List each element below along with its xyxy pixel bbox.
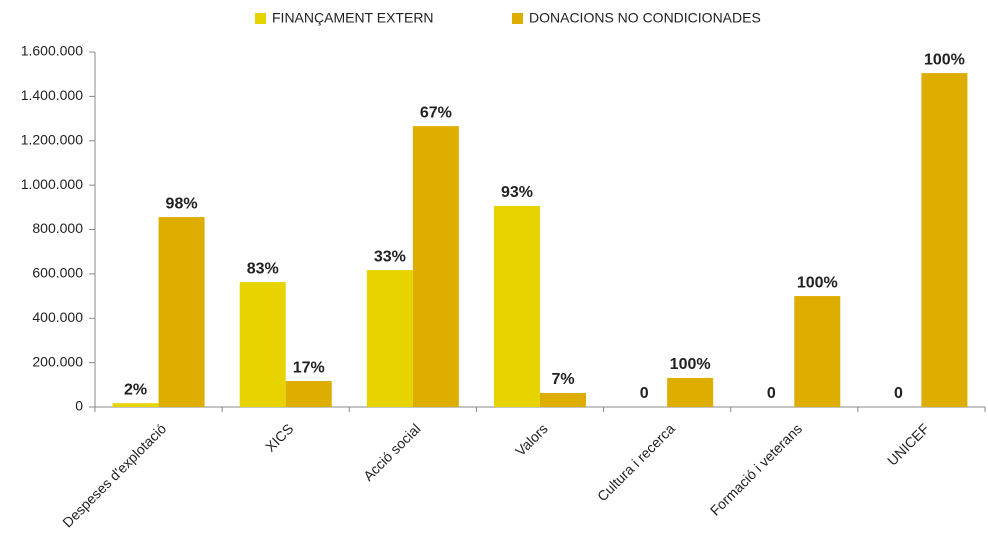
bar: [285, 381, 332, 407]
y-tick-label: 400.000: [32, 309, 83, 325]
x-tick-label: Despeses d'explotació: [59, 420, 169, 530]
bar: [412, 126, 459, 407]
value-label: 0: [767, 385, 776, 402]
bar: [239, 282, 286, 407]
bar: [366, 270, 413, 407]
bar: [158, 217, 205, 407]
value-label: 17%: [293, 359, 325, 376]
value-label: 93%: [501, 184, 533, 201]
legend-label: FINANÇAMENT EXTERN: [272, 10, 434, 26]
y-tick-label: 1.000.000: [21, 176, 83, 192]
bar: [112, 403, 159, 407]
bar: [794, 296, 841, 407]
value-label: 0: [894, 385, 903, 402]
value-label: 83%: [247, 260, 279, 277]
x-tick-label: XICS: [262, 420, 296, 454]
value-label: 7%: [551, 371, 574, 388]
y-tick-label: 200.000: [32, 353, 83, 369]
x-tick-label: Formació i veterans: [707, 420, 805, 518]
y-tick-label: 1.400.000: [21, 87, 83, 103]
value-label: 100%: [924, 51, 965, 68]
value-label: 100%: [797, 274, 838, 291]
value-label: 67%: [420, 104, 452, 121]
value-label: 0: [640, 385, 649, 402]
bar: [921, 73, 968, 407]
value-label: 100%: [670, 356, 711, 373]
legend-swatch: [255, 13, 266, 24]
x-tick-label: Valors: [512, 420, 551, 459]
bar: [540, 393, 586, 407]
bar: [494, 205, 540, 407]
legend-swatch: [512, 13, 523, 24]
bar: [667, 377, 714, 407]
y-tick-label: 600.000: [32, 265, 83, 281]
y-tick-label: 1.600.000: [21, 43, 83, 59]
legend-label: DONACIONS NO CONDICIONADES: [529, 10, 761, 26]
value-label: 2%: [124, 381, 147, 398]
x-tick-label: Acció social: [360, 420, 424, 484]
y-tick-label: 1.200.000: [21, 131, 83, 147]
value-label: 98%: [166, 195, 198, 212]
x-tick-label: Cultura i recerca: [594, 420, 678, 504]
y-tick-label: 0: [75, 398, 83, 414]
x-tick-label: UNICEF: [884, 420, 932, 468]
y-tick-label: 800.000: [32, 220, 83, 236]
value-label: 33%: [374, 248, 406, 265]
